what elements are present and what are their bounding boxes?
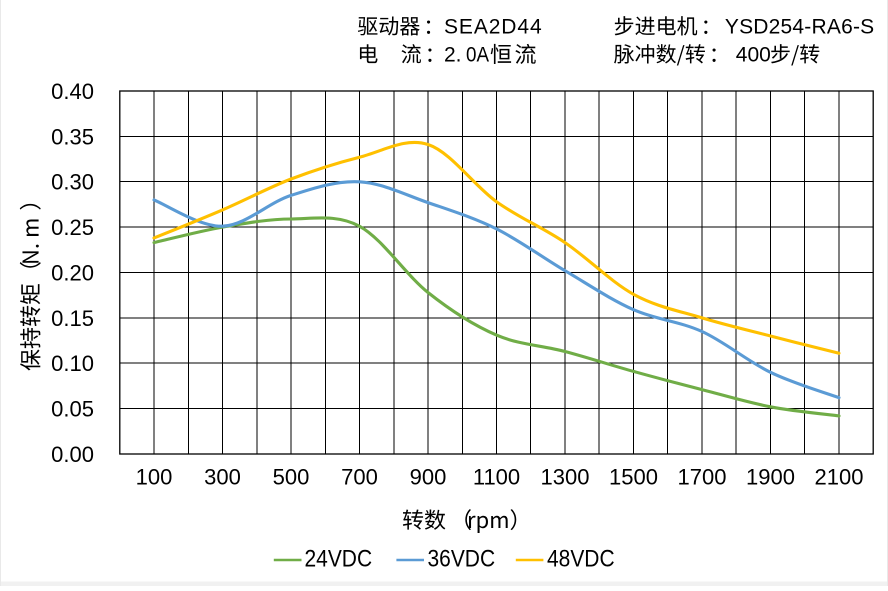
- svg-text:1100: 1100: [473, 464, 520, 489]
- svg-text:0.35: 0.35: [51, 124, 94, 149]
- svg-text:YSD254-RA6-S: YSD254-RA6-S: [725, 16, 874, 39]
- svg-text:1900: 1900: [746, 464, 795, 489]
- svg-text:0.20: 0.20: [51, 260, 94, 285]
- svg-text:0.00: 0.00: [51, 442, 94, 467]
- svg-text:36VDC: 36VDC: [428, 546, 496, 573]
- svg-text:0A: 0A: [466, 43, 489, 66]
- svg-text:700: 700: [341, 464, 378, 489]
- svg-text:2100: 2100: [815, 464, 864, 489]
- svg-text:2.: 2.: [444, 43, 462, 66]
- svg-text:SEA2D44: SEA2D44: [444, 16, 543, 39]
- svg-text:0.15: 0.15: [51, 306, 94, 331]
- svg-text:1700: 1700: [678, 464, 727, 489]
- svg-text:0.25: 0.25: [51, 215, 94, 240]
- svg-text:500: 500: [273, 464, 310, 489]
- svg-text:1300: 1300: [541, 464, 590, 489]
- svg-text:48VDC: 48VDC: [547, 546, 615, 573]
- svg-text:24VDC: 24VDC: [305, 546, 373, 573]
- svg-text:900: 900: [410, 464, 447, 489]
- svg-text:1500: 1500: [609, 464, 658, 489]
- svg-text:300: 300: [204, 464, 241, 489]
- svg-text:100: 100: [136, 464, 173, 489]
- svg-text:0.30: 0.30: [51, 170, 94, 195]
- svg-text:0.05: 0.05: [51, 397, 94, 422]
- svg-text:0.10: 0.10: [51, 351, 94, 376]
- svg-text:0.40: 0.40: [51, 79, 94, 104]
- svg-text:400: 400: [736, 43, 771, 66]
